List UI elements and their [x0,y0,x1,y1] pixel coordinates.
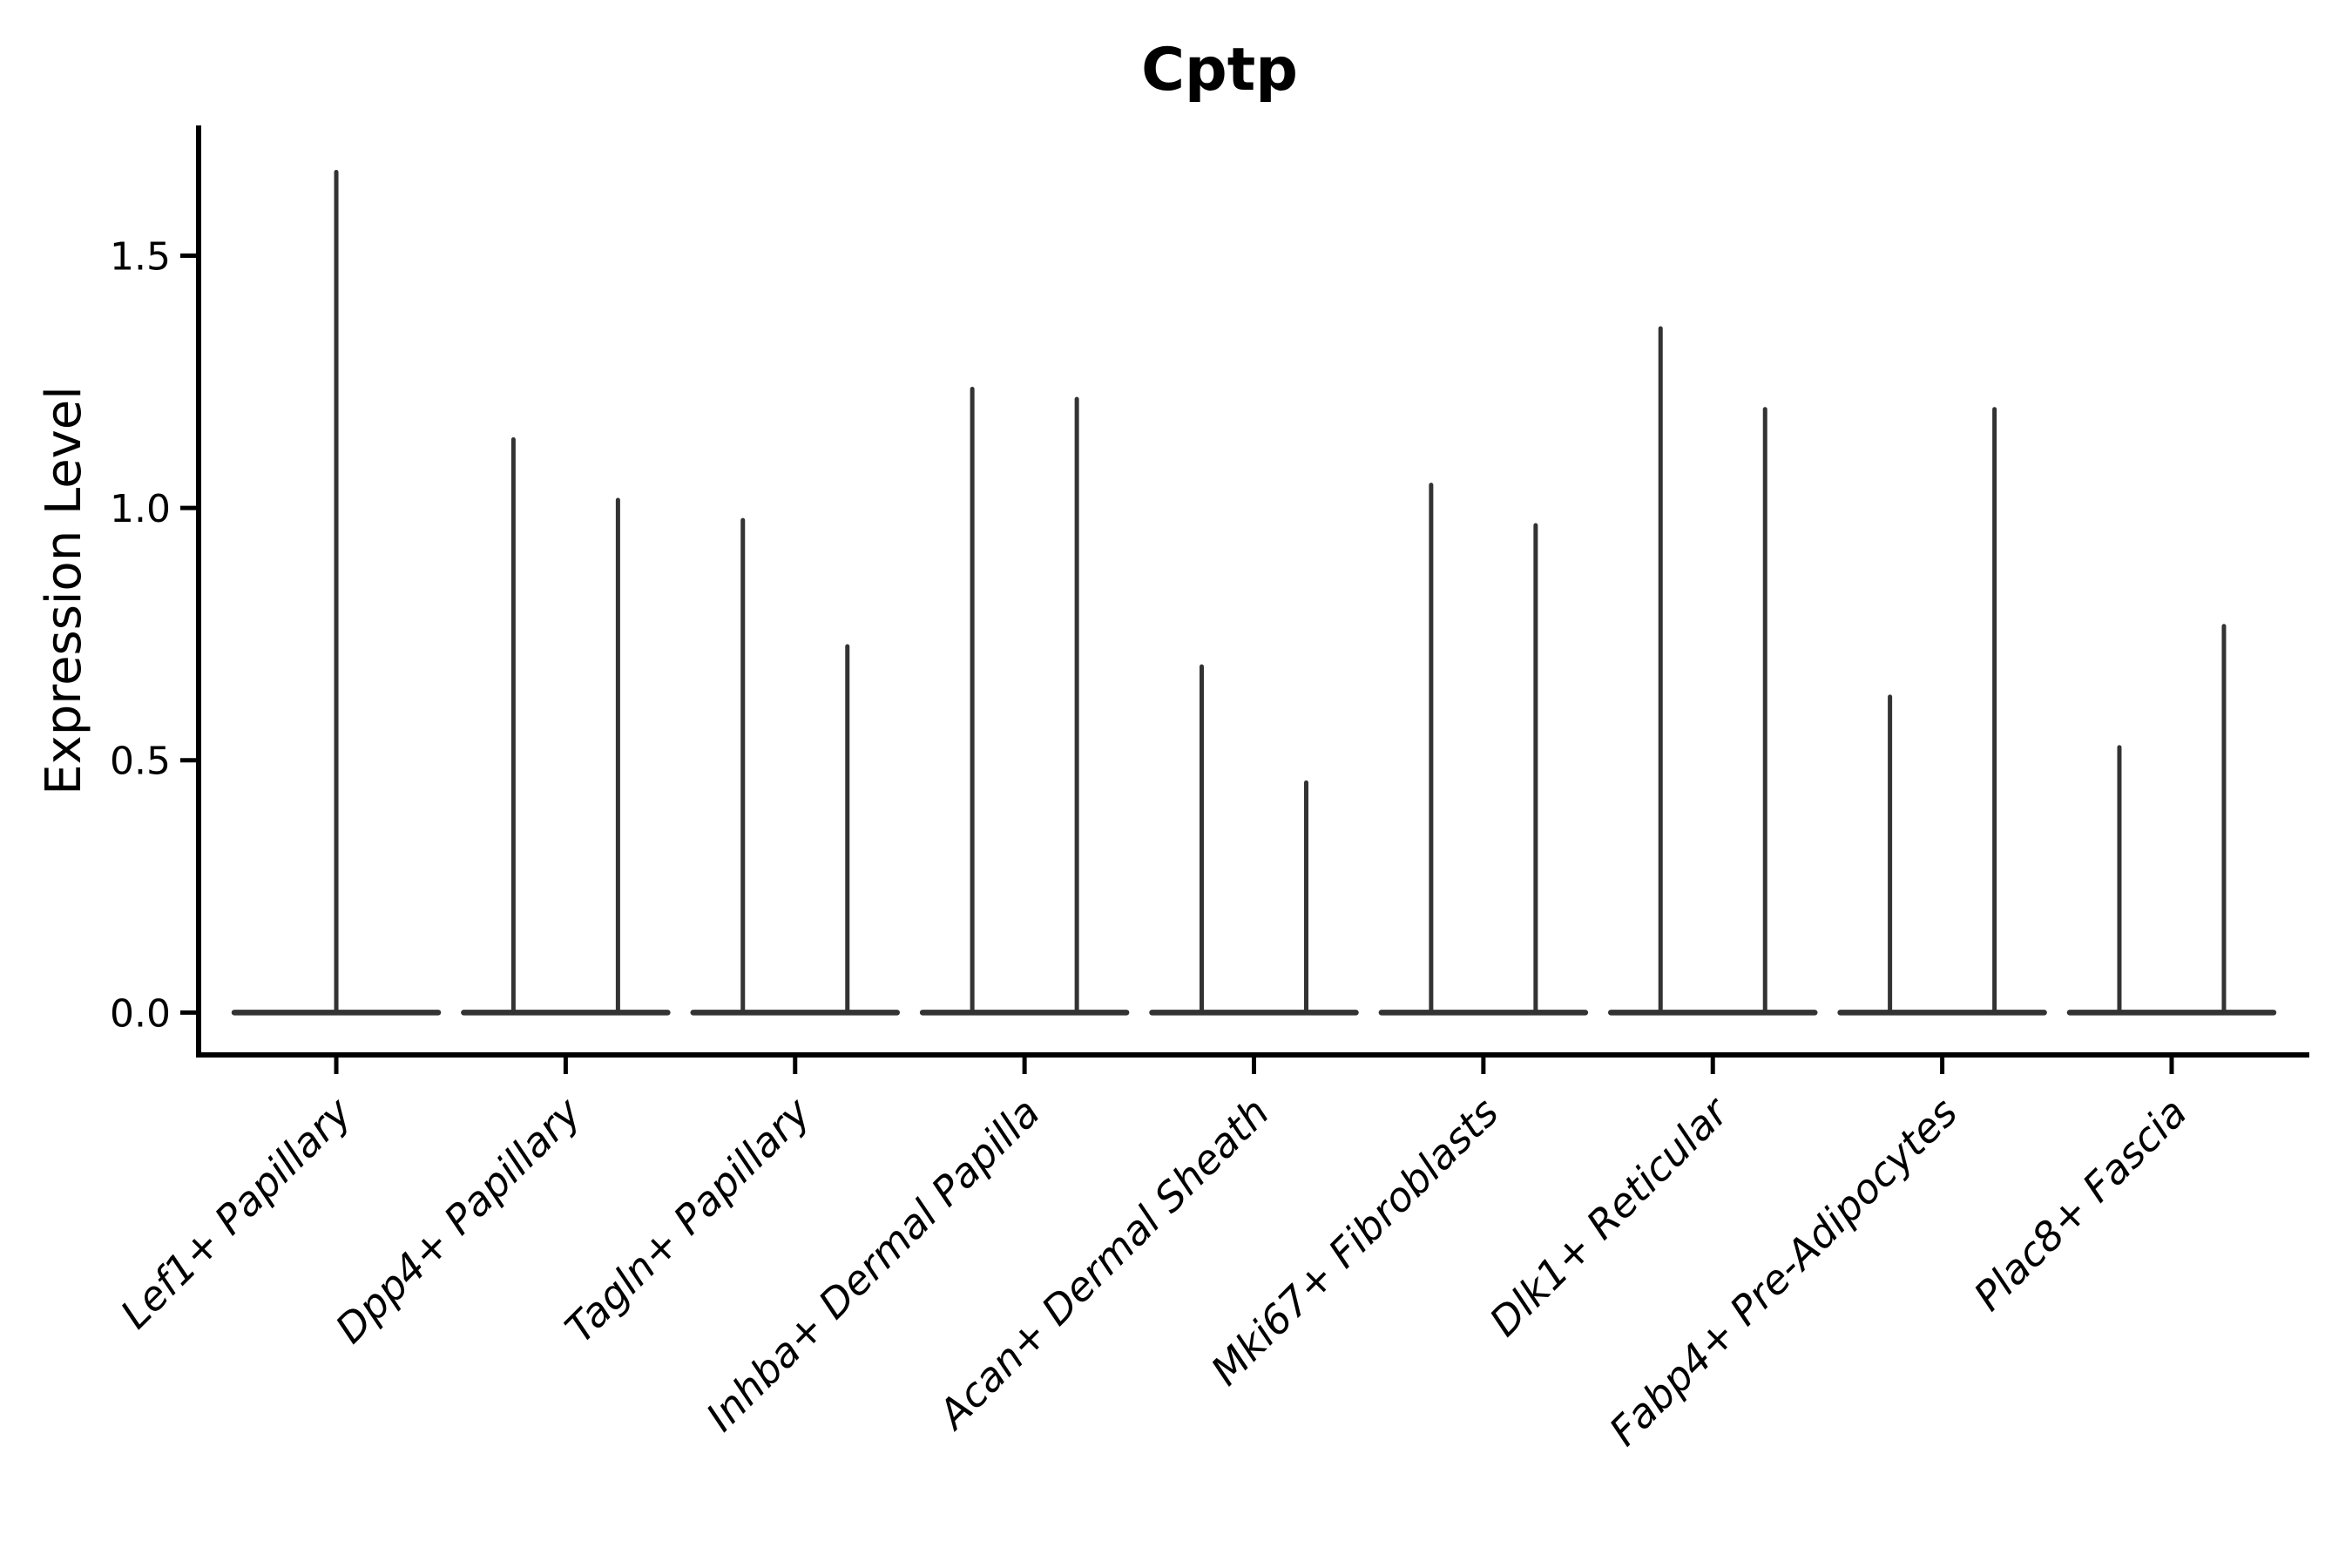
x-category-label: Dlk1+ Reticular [1480,1086,1739,1345]
x-category-label: Lef1+ Papillary [112,1088,361,1337]
violin-group [2066,624,2277,1016]
y-tick-label: 0.5 [110,740,171,784]
violin-group [1378,483,1589,1016]
x-category-label: Tagln+ Papillary [556,1088,820,1352]
violin-group [1149,664,1359,1016]
violin-group [690,517,901,1016]
plot-title: Cptp [1141,36,1298,105]
violin-group [461,436,671,1016]
y-axis-ticks: 0.0 0.5 1.0 1.5 [110,234,199,1036]
y-tick-label: 0.0 [110,991,171,1036]
x-category-label: Plac8+ Fascia [1964,1089,2195,1320]
y-tick-label: 1.5 [110,234,171,279]
violin-group [1837,407,2047,1016]
violin-group [919,387,1130,1016]
x-category-label: Dpp4+ Papillary [326,1088,590,1352]
violins-layer [231,169,2277,1016]
violin-group [231,169,442,1016]
y-tick-label: 1.0 [110,487,171,531]
violin-group [1607,326,1818,1016]
y-axis-label: Expression Level [36,386,92,795]
